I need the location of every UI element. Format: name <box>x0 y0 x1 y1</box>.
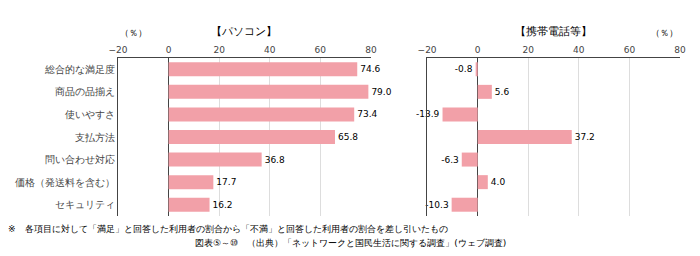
svg-text:80: 80 <box>365 45 377 55</box>
svg-text:4.0: 4.0 <box>491 177 506 187</box>
svg-text:5.6: 5.6 <box>495 87 510 97</box>
svg-text:40: 40 <box>573 45 585 55</box>
svg-text:79.0: 79.0 <box>371 87 391 97</box>
svg-text:20: 20 <box>213 45 225 55</box>
svg-text:【携帯電話等】: 【携帯電話等】 <box>515 25 592 38</box>
svg-text:使いやすさ: 使いやすさ <box>65 109 115 120</box>
svg-text:価格（発送料を含む）: 価格（発送料を含む） <box>15 177 115 188</box>
svg-text:80: 80 <box>674 45 686 55</box>
svg-text:37.2: 37.2 <box>575 132 595 142</box>
svg-text:図表⑤～⑩ （出典）「ネットワークと国民生活に関する調査」(: 図表⑤～⑩ （出典）「ネットワークと国民生活に関する調査」(ウェブ調査) <box>195 238 506 248</box>
svg-text:73.4: 73.4 <box>357 109 377 119</box>
svg-text:0: 0 <box>475 45 481 55</box>
svg-text:商品の品揃え: 商品の品揃え <box>55 86 115 97</box>
svg-text:40: 40 <box>264 45 276 55</box>
svg-text:-10.3: -10.3 <box>425 200 448 210</box>
svg-text:36.8: 36.8 <box>265 155 285 165</box>
svg-text:支払方法: 支払方法 <box>75 132 115 143</box>
svg-text:0: 0 <box>166 45 172 55</box>
svg-text:20: 20 <box>523 45 535 55</box>
svg-text:総合的な満足度: 総合的な満足度 <box>44 64 115 75</box>
svg-text:−20: −20 <box>109 45 128 55</box>
svg-text:（％）: （％） <box>120 28 147 38</box>
svg-text:60: 60 <box>315 45 327 55</box>
svg-text:-6.3: -6.3 <box>441 155 459 165</box>
svg-text:-0.8: -0.8 <box>455 64 473 74</box>
svg-text:問い合わせ対応: 問い合わせ対応 <box>45 154 115 165</box>
svg-text:74.6: 74.6 <box>360 64 380 74</box>
svg-text:65.8: 65.8 <box>338 132 358 142</box>
svg-text:16.2: 16.2 <box>213 200 233 210</box>
svg-text:（％）: （％） <box>651 28 678 38</box>
svg-text:17.7: 17.7 <box>216 177 236 187</box>
svg-text:−20: −20 <box>418 45 437 55</box>
svg-text:60: 60 <box>624 45 636 55</box>
svg-text:【パソコン】: 【パソコン】 <box>211 25 277 38</box>
svg-text:-13.9: -13.9 <box>416 109 440 119</box>
svg-text:※ 各項目に対して「満足」と回答した利用者の割合から「不満」: ※ 各項目に対して「満足」と回答した利用者の割合から「不満」と回答した利用者の割… <box>8 224 448 234</box>
svg-text:セキュリティ: セキュリティ <box>55 199 115 210</box>
